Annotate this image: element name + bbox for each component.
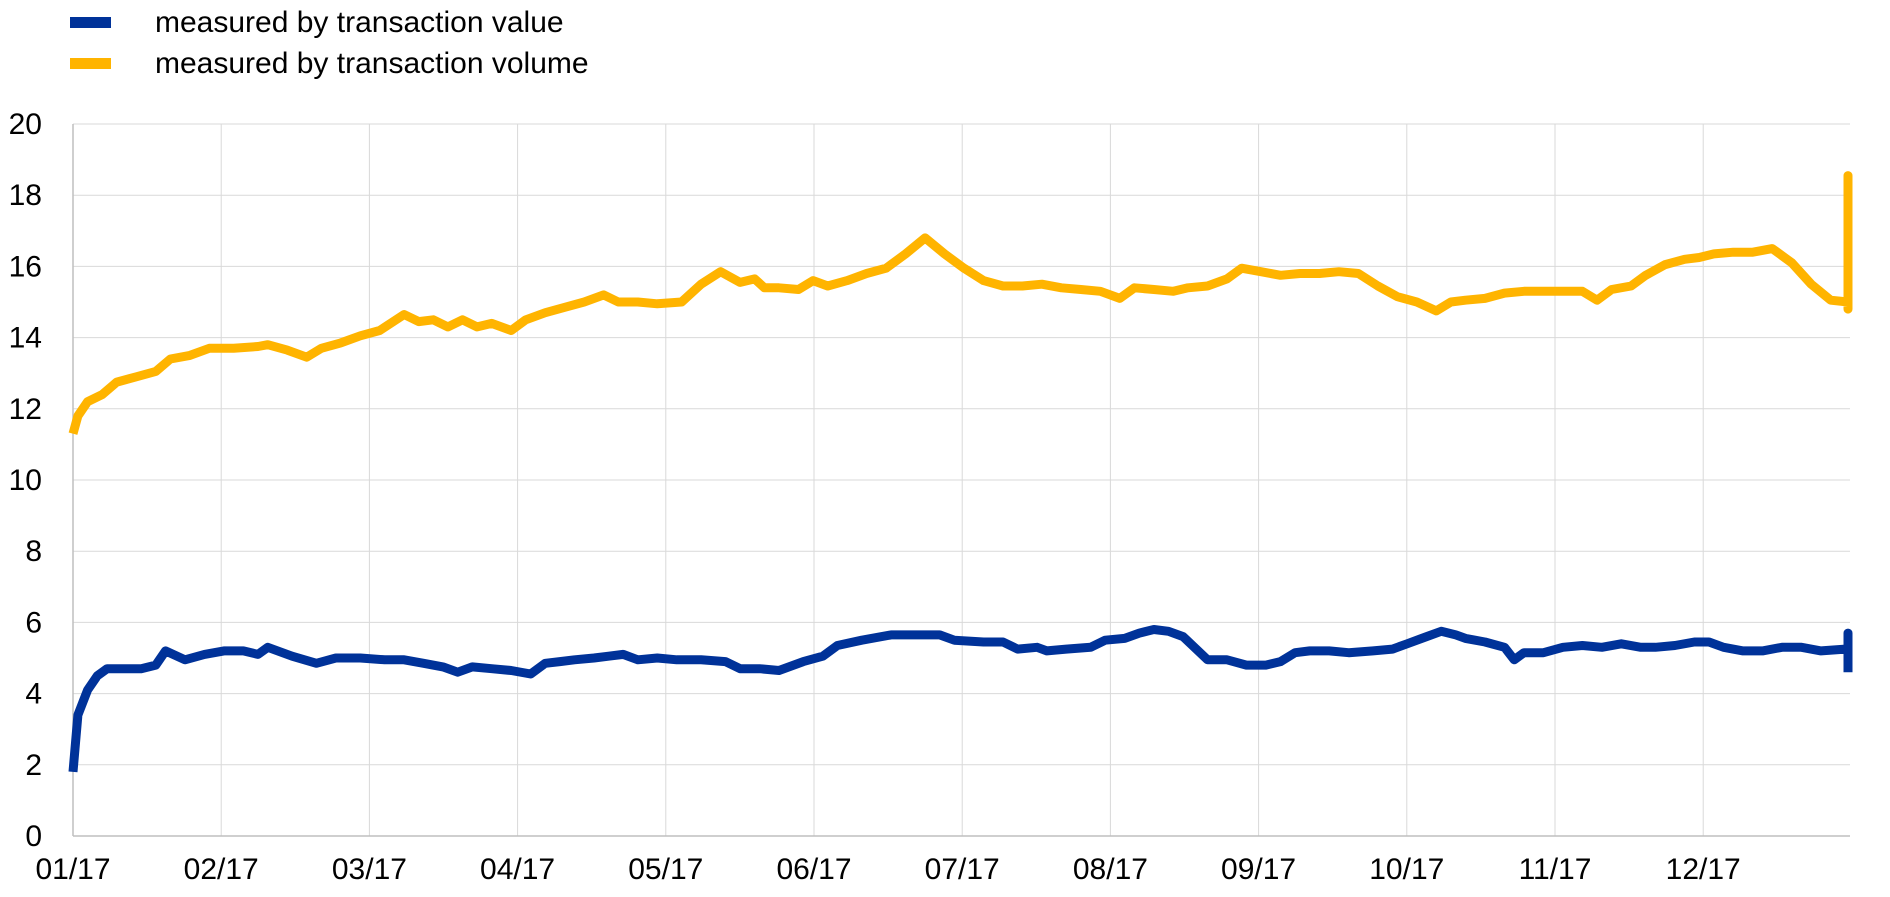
y-tick-label: 0 bbox=[25, 820, 42, 853]
x-tick-label: 11/17 bbox=[1519, 853, 1592, 886]
series-layer bbox=[68, 171, 1853, 773]
y-tick-label: 10 bbox=[9, 464, 42, 497]
legend: measured by transaction value measured b… bbox=[70, 2, 589, 84]
y-tick-label: 4 bbox=[25, 678, 42, 711]
y-tick-label: 8 bbox=[25, 535, 42, 568]
y-tick-label: 16 bbox=[9, 250, 42, 283]
x-tick-label: 04/17 bbox=[480, 853, 555, 886]
y-tick-label: 18 bbox=[9, 179, 42, 212]
x-tick-label: 07/17 bbox=[925, 853, 1000, 886]
legend-item-value: measured by transaction value bbox=[70, 2, 589, 43]
series-line-transaction-value bbox=[68, 625, 1853, 773]
series-line-transaction-volume bbox=[68, 171, 1853, 435]
y-tick-label: 14 bbox=[9, 322, 42, 355]
legend-item-volume: measured by transaction volume bbox=[70, 43, 589, 84]
legend-label-volume: measured by transaction volume bbox=[155, 46, 589, 80]
x-tick-label: 02/17 bbox=[184, 853, 259, 886]
x-tick-label: 06/17 bbox=[776, 853, 851, 886]
legend-swatch-volume bbox=[70, 58, 111, 69]
grid-layer bbox=[73, 123, 1850, 836]
y-tick-label: 12 bbox=[9, 393, 42, 426]
x-tick-label: 09/17 bbox=[1221, 853, 1296, 886]
x-tick-label: 08/17 bbox=[1073, 853, 1148, 886]
x-tick-label: 01/17 bbox=[35, 853, 110, 886]
x-tick-label: 10/17 bbox=[1369, 853, 1444, 886]
y-tick-label: 20 bbox=[9, 108, 42, 141]
legend-swatch-value bbox=[70, 17, 111, 28]
y-tick-label: 2 bbox=[25, 749, 42, 782]
legend-label-value: measured by transaction value bbox=[155, 5, 564, 39]
x-tick-label: 12/17 bbox=[1666, 853, 1741, 886]
axis-layer: 0 2 4 6 8 10 12 14 16 18 20 01/17 02/17 03/17 04/17 05/… bbox=[9, 108, 1850, 886]
y-tick-label: 6 bbox=[25, 606, 42, 639]
x-tick-label: 05/17 bbox=[628, 853, 703, 886]
x-tick-label: 03/17 bbox=[332, 853, 407, 886]
